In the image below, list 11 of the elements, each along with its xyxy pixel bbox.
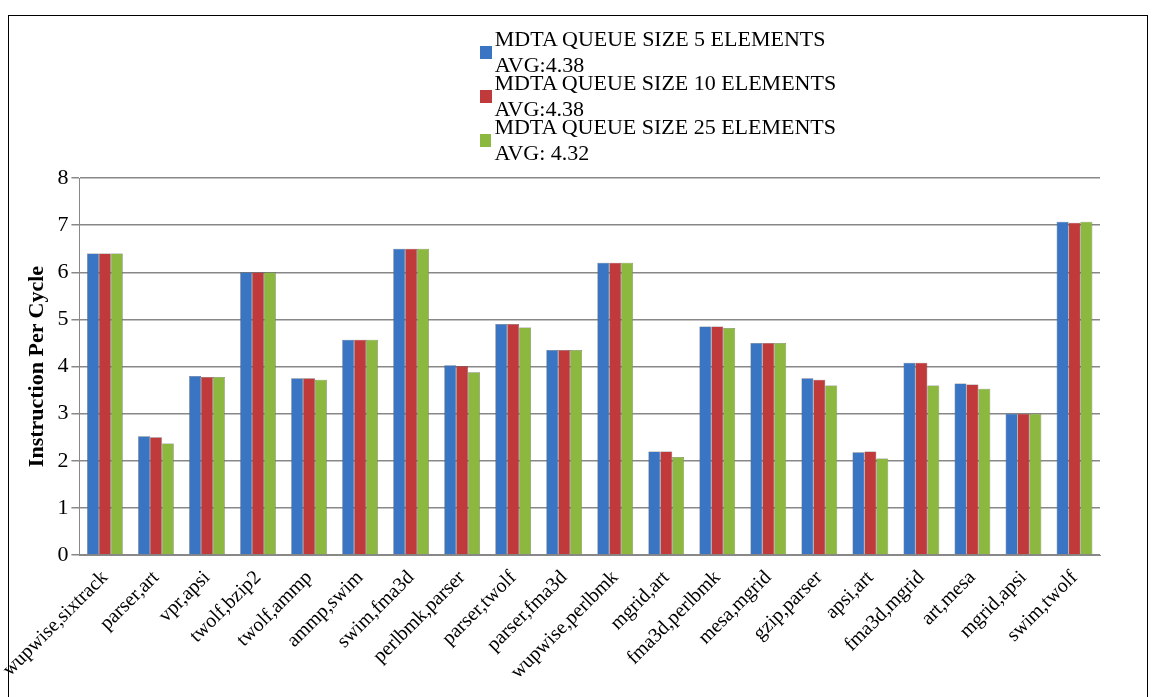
y-tick-label: 1 <box>57 493 69 519</box>
y-tick-label: 8 <box>57 163 69 189</box>
y-tick-label: 2 <box>57 446 69 472</box>
y-tick-label: 7 <box>57 210 69 236</box>
y-tick-label: 0 <box>57 540 69 566</box>
y-axis-title: Instruction Per Cycle <box>22 265 48 468</box>
y-tick-label: 4 <box>57 352 69 378</box>
y-tick-label: 6 <box>57 258 69 284</box>
y-tick-label: 5 <box>57 305 69 331</box>
y-tick-label: 3 <box>57 399 69 425</box>
legend-label: MDTA QUEUE SIZE 5 ELEMENTS AVG:4.38 <box>494 26 826 77</box>
